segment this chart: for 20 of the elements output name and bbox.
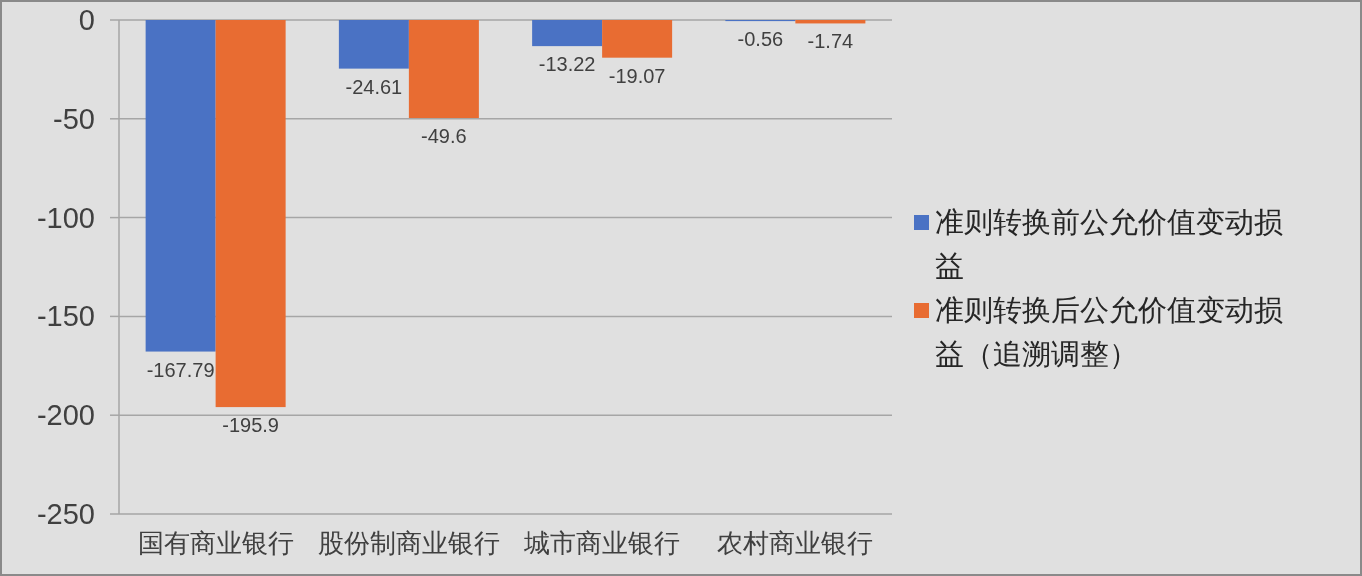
x-tick-label: 农村商业银行 xyxy=(717,528,874,558)
x-tick-label: 国有商业银行 xyxy=(137,528,294,558)
y-tick-label: -250 xyxy=(36,498,95,530)
y-tick-label: -100 xyxy=(36,201,95,234)
data-label: -1.74 xyxy=(807,30,854,53)
data-label: -19.07 xyxy=(608,64,666,87)
data-label: -49.6 xyxy=(421,125,467,148)
data-label: -24.61 xyxy=(345,75,403,98)
data-label: -13.22 xyxy=(538,53,596,76)
x-tick-label: 股份制商业银行 xyxy=(317,528,500,558)
y-tick-label: -150 xyxy=(36,300,95,333)
data-label: -0.56 xyxy=(737,28,784,51)
data-label: -195.9 xyxy=(222,414,279,437)
y-tick-label: -200 xyxy=(36,399,95,432)
data-label: -167.79 xyxy=(146,358,215,381)
y-tick-label: -50 xyxy=(53,102,95,135)
x-tick-label: 城市商业银行 xyxy=(523,528,681,558)
legend-label: 准则转换后公允价值变动损益（追溯调整） xyxy=(935,292,1284,373)
legend-label: 准则转换前公允价值变动损益 xyxy=(935,204,1284,285)
y-tick-label: 0 xyxy=(78,4,95,36)
